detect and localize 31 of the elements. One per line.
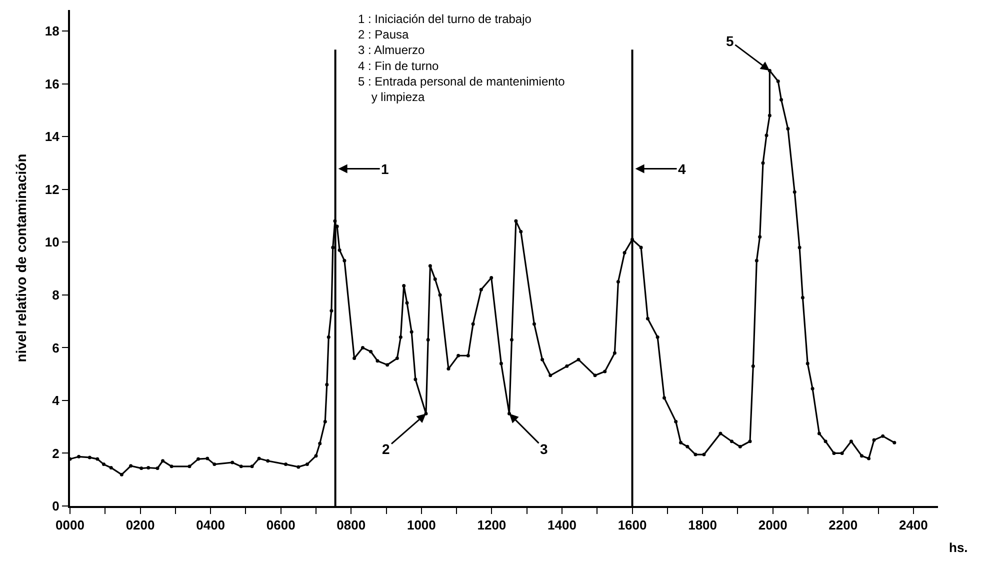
x-tick-label: 1200 [477,518,506,533]
annotation: 4 [678,161,686,177]
y-tick-label: 10 [44,234,60,250]
x-tick-label: 1600 [618,518,647,533]
x-axis-title: hs. [949,540,968,555]
x-tick-label: 1000 [406,518,436,533]
x-tick-label: 0400 [196,518,226,533]
y-axis-title: nivel relativo de contaminación [13,154,30,362]
x-tick-label: 0600 [266,518,296,533]
y-tick-label: 4 [52,393,60,408]
y-tick-label: 18 [44,24,60,39]
y-tick-label: 0 [52,498,60,514]
y-tick-label: 12 [44,182,60,197]
y-tick-label: 6 [52,340,60,356]
x-tick-label: 2200 [828,518,858,533]
annotation: 1 [381,161,389,177]
x-tick-label: 0000 [56,518,84,533]
x-tick-label: 2000 [758,518,788,533]
y-tick-label: 8 [52,287,60,302]
x-tick-label: 0800 [336,518,366,533]
annotation: 5 [726,33,734,49]
annotation: 1 : Iniciación del turno de trabajo 2 : Pausa 3 : Almuerzo 4 : Fin de turno 5 : Entrada personal de mantenimiento y limpieza [358,12,566,104]
x-tick-label: 0200 [126,518,155,533]
x-tick-label: 1800 [688,518,718,533]
x-tick-label: 1400 [548,518,576,533]
y-tick-label: 14 [44,129,60,144]
annotation: 2 [382,441,390,457]
annotation: 3 [540,441,548,457]
x-tick-label: 2400 [898,518,928,533]
y-tick-label: 16 [44,76,60,92]
y-tick-label: 2 [52,446,60,461]
